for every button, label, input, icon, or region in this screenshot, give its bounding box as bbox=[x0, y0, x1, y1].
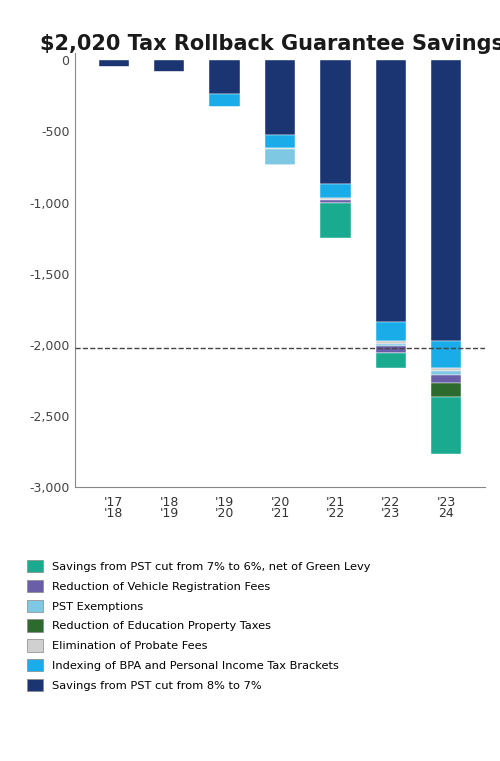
Text: '18: '18 bbox=[160, 495, 179, 508]
Bar bbox=[210, 94, 240, 107]
Bar bbox=[265, 148, 295, 149]
Bar bbox=[320, 200, 350, 203]
Bar bbox=[431, 375, 462, 383]
Text: '19: '19 bbox=[215, 495, 234, 508]
Bar bbox=[320, 203, 350, 238]
Bar bbox=[431, 341, 462, 368]
Text: '23: '23 bbox=[381, 507, 400, 520]
Text: '21: '21 bbox=[326, 495, 345, 508]
Bar bbox=[376, 344, 406, 346]
Text: '23: '23 bbox=[436, 495, 456, 508]
Text: '21: '21 bbox=[270, 507, 289, 520]
Bar bbox=[98, 60, 129, 68]
Bar bbox=[320, 184, 350, 198]
Bar bbox=[376, 341, 406, 344]
Legend: Savings from PST cut from 7% to 6%, net of Green Levy, Reduction of Vehicle Regi: Savings from PST cut from 7% to 6%, net … bbox=[28, 560, 371, 691]
Bar bbox=[431, 371, 462, 375]
Bar bbox=[265, 135, 295, 148]
Text: $2,020 Tax Rollback Guarantee Savings: $2,020 Tax Rollback Guarantee Savings bbox=[40, 34, 500, 54]
Text: 24: 24 bbox=[438, 507, 454, 520]
Bar bbox=[431, 368, 462, 371]
Text: '22: '22 bbox=[381, 495, 400, 508]
Bar bbox=[431, 396, 462, 454]
Bar bbox=[431, 60, 462, 341]
Bar bbox=[376, 322, 406, 341]
Text: '20: '20 bbox=[215, 507, 234, 520]
Bar bbox=[210, 60, 240, 94]
Text: '22: '22 bbox=[326, 507, 345, 520]
Text: '19: '19 bbox=[160, 507, 179, 520]
Bar bbox=[376, 353, 406, 368]
Bar bbox=[320, 60, 350, 184]
Text: '17: '17 bbox=[104, 495, 124, 508]
Bar bbox=[265, 149, 295, 165]
Bar bbox=[320, 198, 350, 199]
Bar bbox=[265, 60, 295, 135]
Text: '18: '18 bbox=[104, 507, 124, 520]
Bar bbox=[154, 60, 184, 72]
Bar bbox=[431, 383, 462, 396]
Text: '20: '20 bbox=[270, 495, 289, 508]
Bar bbox=[376, 346, 406, 353]
Bar bbox=[376, 60, 406, 322]
